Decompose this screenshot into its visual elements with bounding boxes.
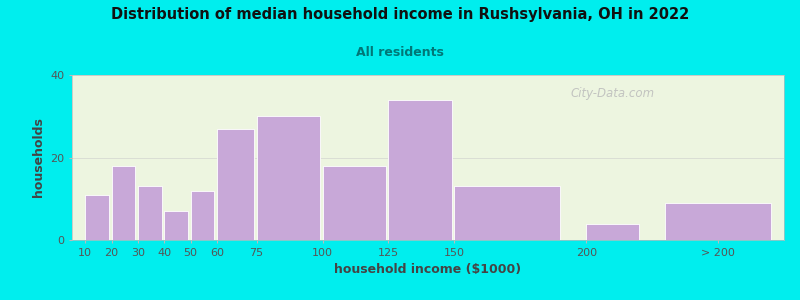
Text: City-Data.com: City-Data.com	[570, 86, 654, 100]
Bar	[217, 129, 254, 240]
Bar	[389, 100, 452, 240]
Bar	[666, 203, 771, 240]
Bar	[164, 211, 188, 240]
Y-axis label: households: households	[32, 118, 45, 197]
Bar	[454, 186, 560, 240]
X-axis label: household income ($1000): household income ($1000)	[334, 263, 522, 276]
Bar	[257, 116, 320, 240]
Bar	[190, 190, 214, 240]
Bar	[111, 166, 135, 240]
Text: Distribution of median household income in Rushsylvania, OH in 2022: Distribution of median household income …	[111, 8, 689, 22]
Bar	[586, 224, 639, 240]
Bar	[85, 195, 109, 240]
Text: All residents: All residents	[356, 46, 444, 59]
Bar	[138, 186, 162, 240]
Bar	[322, 166, 386, 240]
